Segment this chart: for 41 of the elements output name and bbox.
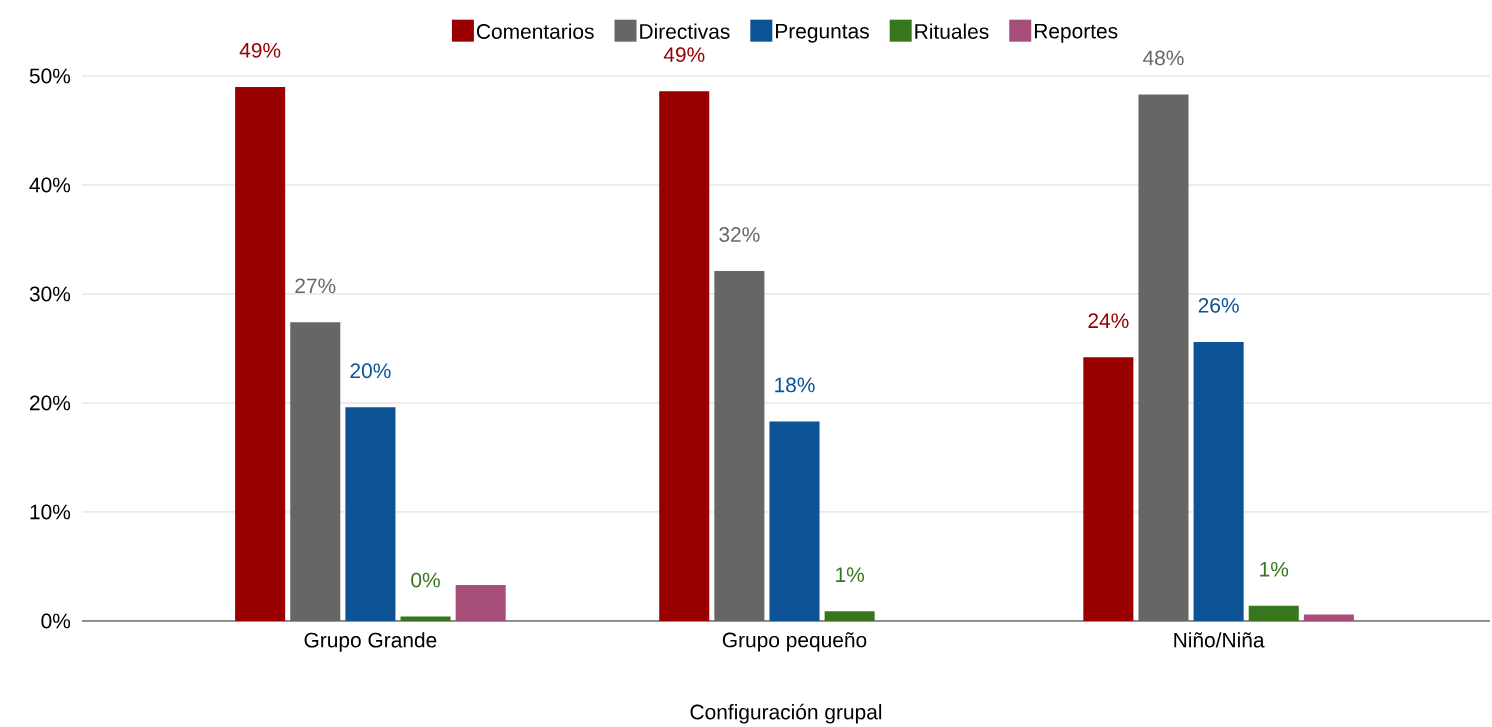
y-tick-label: 40% [29,177,71,193]
data-label: 26% [1198,297,1239,313]
data-label: 49% [239,42,281,58]
bar [714,271,765,621]
data-label: 1% [1260,561,1289,577]
bar [1083,357,1134,621]
bar [1303,614,1354,621]
data-label: 18% [775,377,815,393]
x-tick-label: Grupo Grande [304,632,437,652]
legend-label: Directivas [640,23,730,39]
x-axis-title: Configuración grupal [690,703,882,724]
bar [824,611,875,621]
x-tick-label: Niño/Niña [1174,632,1265,648]
bar [1138,94,1189,621]
data-label: 27% [295,278,336,294]
data-label: 48% [1143,50,1184,66]
data-label: 32% [719,227,760,242]
legend-label: Preguntas [776,23,869,43]
data-label: 24% [1088,313,1129,329]
data-label: 20% [350,363,391,379]
data-label: 49% [663,47,705,63]
y-tick-label: 20% [30,395,71,411]
bar [659,91,710,621]
legend-label: Reportes [1034,23,1118,43]
x-tick-label: Grupo pequeño [722,632,867,652]
y-tick-label: 30% [29,286,71,302]
bar [455,585,506,621]
y-tick-label: 50% [29,68,71,84]
bar [345,407,396,621]
y-tick-label: 0% [41,613,71,629]
data-label: 1% [836,567,865,582]
legend-label: Comentarios [476,23,594,39]
data-label: 0% [411,572,440,588]
y-tick-label: 10% [30,504,71,520]
bar [400,616,451,621]
bar [235,86,286,621]
bar [1248,605,1299,621]
legend-label: Rituales [915,23,989,39]
bar [290,322,341,621]
bar [769,421,820,621]
bar [1193,341,1244,621]
